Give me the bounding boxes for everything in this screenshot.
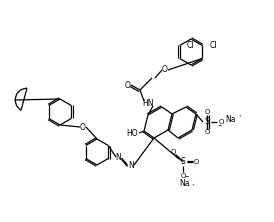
- Text: ⁺: ⁺: [192, 184, 195, 188]
- Text: −: −: [185, 174, 189, 178]
- Text: O: O: [162, 65, 168, 75]
- Text: O: O: [218, 119, 224, 125]
- Text: O: O: [170, 149, 176, 155]
- Text: HO: HO: [126, 129, 138, 137]
- Text: Cl: Cl: [209, 41, 217, 50]
- Text: −: −: [218, 123, 222, 127]
- Text: ⁺: ⁺: [239, 115, 241, 121]
- Text: N: N: [115, 153, 121, 163]
- Text: O: O: [204, 109, 210, 115]
- Text: O: O: [125, 81, 131, 89]
- Text: Na: Na: [180, 180, 190, 188]
- Text: N: N: [128, 161, 134, 170]
- Text: Na: Na: [226, 115, 236, 125]
- Text: S: S: [181, 157, 185, 166]
- Text: Cl: Cl: [187, 41, 194, 50]
- Text: S: S: [205, 117, 209, 127]
- Text: O: O: [180, 173, 186, 179]
- Text: O: O: [193, 159, 199, 165]
- Text: HN: HN: [142, 99, 154, 109]
- Text: O: O: [204, 129, 210, 135]
- Text: O: O: [80, 123, 86, 131]
